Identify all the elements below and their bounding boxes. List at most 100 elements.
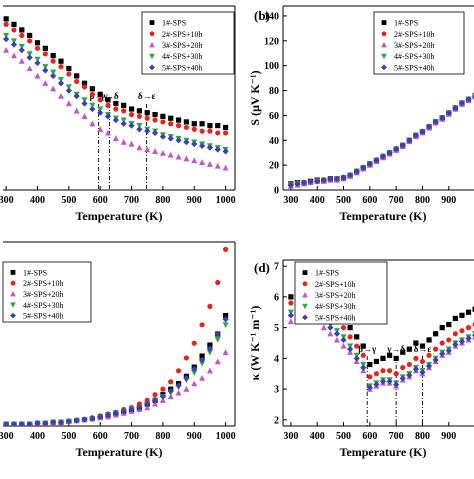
data-point: [136, 126, 143, 133]
y-tick-label: 100: [264, 61, 279, 72]
data-point: [199, 159, 206, 165]
transition-label: β→γ: [358, 344, 377, 354]
data-point: [406, 372, 413, 379]
x-tick-label: 700: [389, 431, 404, 442]
x-tick-label: 900: [441, 431, 456, 442]
data-point: [144, 404, 151, 411]
data-point: [379, 153, 387, 160]
data-point: [373, 371, 380, 377]
x-tick-label: 900: [187, 431, 202, 442]
data-point: [206, 144, 214, 151]
legend-marker: [381, 53, 387, 60]
data-point: [105, 102, 111, 108]
data-point: [167, 393, 174, 400]
data-point: [81, 84, 88, 90]
legend-marker: [149, 42, 155, 48]
x-tick-label: 300: [0, 195, 14, 206]
data-point: [65, 418, 72, 425]
data-point: [74, 73, 80, 79]
transition-label: δ→ε: [138, 91, 156, 101]
data-point: [340, 174, 347, 181]
data-point: [452, 341, 459, 348]
x-tick-label: 800: [415, 195, 430, 206]
data-point: [89, 415, 96, 422]
data-point: [379, 378, 387, 385]
data-point: [175, 382, 182, 389]
chart-panel-b: 300 400 500 600 700 800 900 0 20 40 60 80 100 120 140 T…: [248, 5, 474, 223]
legend-marker: [302, 314, 308, 321]
data-point: [151, 397, 159, 404]
data-point: [222, 148, 229, 155]
data-point: [419, 369, 426, 376]
data-point: [136, 113, 142, 119]
data-point: [360, 352, 366, 358]
data-point: [50, 85, 57, 92]
data-point: [18, 43, 25, 50]
data-point: [159, 397, 166, 403]
data-point: [65, 87, 72, 94]
data-point: [183, 124, 190, 131]
data-point: [73, 93, 80, 100]
data-point: [19, 27, 25, 33]
data-point: [199, 353, 205, 359]
data-point: [426, 352, 432, 358]
data-point: [3, 46, 10, 53]
data-point: [167, 151, 174, 158]
data-point: [144, 115, 150, 121]
x-tick-label: 700: [124, 195, 139, 206]
data-point: [399, 375, 406, 382]
data-point: [300, 179, 308, 186]
x-tick-label: 800: [155, 431, 170, 442]
data-point: [191, 121, 197, 127]
data-point: [34, 56, 41, 63]
data-point: [432, 356, 439, 364]
data-point: [215, 123, 221, 129]
y-axis-title: S (μV K⁻¹): [248, 70, 262, 125]
data-point: [136, 123, 143, 129]
data-point: [11, 21, 17, 27]
data-point: [144, 128, 151, 135]
data-point: [222, 316, 229, 323]
data-point: [425, 362, 433, 370]
legend-box: [373, 11, 465, 75]
data-point: [18, 47, 25, 54]
transition-label: γ→δ: [386, 344, 405, 354]
data-point: [412, 132, 419, 139]
legend-label: 4#-SPS+30h: [23, 301, 64, 310]
y-tick-label: 7: [274, 262, 279, 273]
data-point: [159, 393, 166, 400]
legend-label: 1#-SPS: [394, 19, 418, 28]
data-point: [198, 356, 206, 363]
x-axis-title: Temperature (K): [76, 209, 163, 223]
data-point: [333, 336, 340, 343]
x-tick-label: 800: [415, 431, 430, 442]
data-point: [393, 371, 399, 377]
data-point: [26, 65, 33, 72]
data-point: [432, 118, 439, 125]
data-point: [3, 32, 10, 39]
legend-box: [141, 11, 235, 75]
data-point: [419, 358, 426, 365]
data-point: [400, 364, 406, 371]
data-point: [413, 355, 419, 361]
legend-label: 3#-SPS+20h: [315, 291, 356, 300]
y-tick-label: 4: [274, 354, 279, 365]
data-point: [459, 312, 465, 318]
data-point: [222, 124, 229, 131]
data-point: [120, 120, 127, 127]
x-tick-label: 300: [283, 195, 298, 206]
legend-marker: [149, 20, 155, 25]
data-point: [327, 175, 334, 182]
data-point: [439, 114, 446, 121]
y-axis-title: κ (W K⁻¹ m⁻¹): [248, 306, 262, 381]
data-point: [57, 80, 65, 87]
data-point: [199, 322, 205, 328]
legend-label: 4#-SPS+30h: [394, 52, 435, 61]
data-point: [191, 370, 198, 376]
data-point: [112, 410, 119, 417]
x-axis-title: Temperature (K): [340, 209, 427, 223]
legend-label: 2#-SPS+10h: [162, 30, 203, 39]
data-point: [97, 109, 104, 116]
data-point: [199, 121, 205, 127]
data-point: [120, 138, 127, 145]
